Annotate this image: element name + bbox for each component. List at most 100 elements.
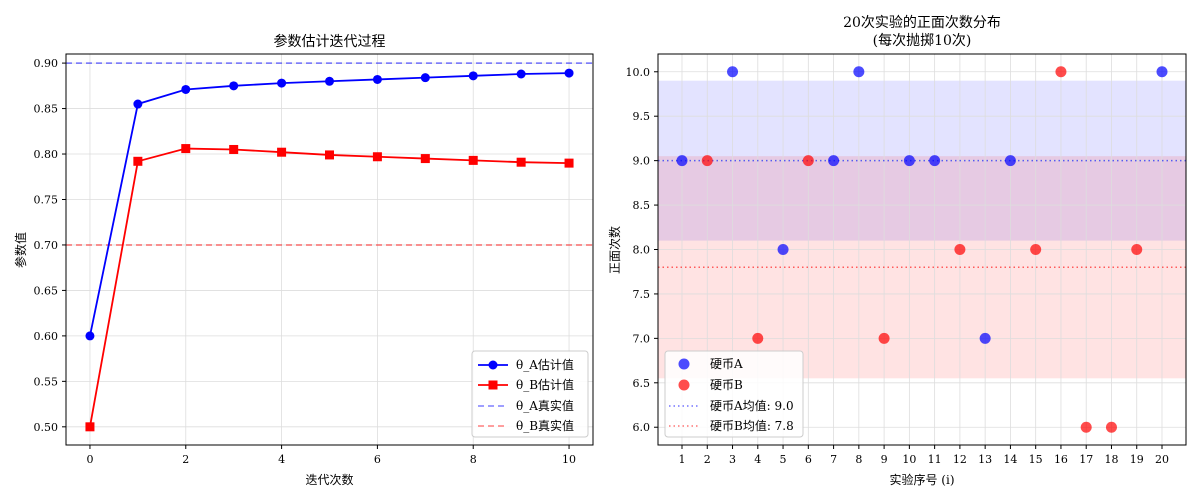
left-legend-frame: [471, 350, 589, 438]
coin-a-point: [929, 155, 941, 167]
left-y-tick-label: 0.90: [34, 57, 59, 70]
theta-b-est-point: [325, 150, 334, 160]
right-x-tick-label: 8: [855, 453, 862, 466]
right-y-axis-label: 正面次数: [607, 226, 622, 274]
legend-theta-b-est-label: θ_B估计值: [516, 377, 574, 392]
coin-b-point: [802, 155, 814, 167]
theta-b-est-point: [85, 422, 95, 432]
left-x-tick-label: 6: [374, 453, 381, 466]
right-x-tick-label: 5: [780, 453, 787, 466]
left-y-tick-label: 0.55: [34, 375, 59, 388]
left-y-tick-label: 0.60: [34, 330, 59, 343]
legend-coin-a-marker: [678, 358, 690, 370]
right-x-tick-label: 14: [1003, 453, 1017, 466]
left-x-tick-label: 0: [86, 453, 93, 466]
distribution-chart: 1 2 3 4 5 6 7 8 9 10 11 12 13 14 15 16 17 18 19 20 6.06.57.…: [607, 15, 1187, 487]
left-x-tick-label: 2: [182, 453, 189, 466]
legend-coin-a-label: 硬币A: [710, 357, 743, 371]
theta-a-est-point: [277, 78, 287, 88]
left-x-tick-label: 4: [278, 453, 285, 466]
theta-a-est-point: [468, 71, 478, 81]
theta-b-est-point: [564, 158, 574, 168]
right-x-tick-label: 6: [805, 453, 812, 466]
right-chart-subtitle: (每次抛掷10次): [873, 33, 972, 49]
coin-b-point: [752, 332, 764, 344]
theta-b-est-point: [420, 154, 430, 164]
right-x-tick-label: 10: [902, 453, 916, 466]
theta-a-est-point: [516, 69, 526, 79]
right-y-tick-label: 7.5: [633, 288, 651, 301]
coin-b-point: [1055, 66, 1067, 78]
right-y-ticks: 6.0 6.5 7.0 7.5 8.0 8.5 9.0 9.5 10.0: [626, 66, 658, 434]
right-x-axis-label: 实验序号 (i): [889, 472, 954, 487]
left-y-tick-label: 0.50: [34, 421, 59, 434]
right-x-tick-label: 7: [830, 453, 837, 466]
right-x-tick-label: 4: [754, 453, 761, 466]
coin-b-std-band: [658, 156, 1186, 379]
right-x-tick-label: 20: [1155, 453, 1169, 466]
left-y-tick-label: 0.85: [34, 103, 59, 116]
theta-a-est-point: [133, 99, 143, 109]
left-y-tick-label: 0.80: [34, 148, 59, 161]
legend-theta-a-true-label: θ_A真实值: [516, 398, 574, 413]
theta-b-est-point: [133, 156, 143, 166]
coin-a-point: [853, 66, 865, 78]
left-reference-lines: [66, 62, 593, 246]
legend-theta-b-est-marker: [488, 380, 498, 390]
legend-coin-b-mean-label: 硬币B均值: 7.8: [710, 418, 794, 433]
coin-a-point: [979, 332, 991, 344]
theta-b-est-point: [516, 157, 526, 167]
coin-b-point: [1030, 244, 1042, 255]
coin-b-point: [701, 155, 713, 167]
right-y-tick-label: 8.0: [633, 244, 651, 257]
theta-a-est-point: [181, 84, 191, 94]
left-x-tick-label: 8: [470, 453, 477, 466]
coin-a-point: [1156, 66, 1168, 78]
coin-a-point: [777, 244, 789, 255]
theta-a-est-point: [420, 73, 430, 83]
right-chart-title: 20次实验的正面次数分布: [843, 15, 1001, 31]
legend-coin-a-mean-label: 硬币A均值: 9.0: [710, 398, 794, 413]
right-x-tick-label: 3: [729, 453, 736, 466]
legend-theta-a-est-label: θ_A估计值: [516, 357, 574, 372]
theta-a-est-point: [85, 331, 95, 341]
left-chart-title: 参数估计迭代过程: [274, 33, 386, 50]
coin-a-point: [676, 155, 688, 167]
coin-b-point: [954, 244, 966, 255]
legend-coin-b-marker: [678, 379, 690, 391]
coin-b-point: [1105, 421, 1117, 433]
right-y-tick-label: 6.5: [633, 377, 651, 390]
legend-theta-a-est-marker: [488, 360, 498, 370]
left-x-tick-label: 10: [562, 453, 576, 466]
left-y-tick-label: 0.65: [34, 284, 59, 297]
legend-theta-b-true-label: θ_B真实值: [516, 418, 574, 433]
left-y-axis-label: 参数值: [13, 232, 28, 268]
right-x-tick-label: 19: [1130, 453, 1144, 466]
coin-a-point: [828, 155, 840, 167]
right-y-tick-label: 7.0: [633, 332, 651, 345]
right-legend: 硬币A 硬币B 硬币A均值: 9.0 硬币B均值: 7.8: [664, 350, 804, 438]
right-y-tick-label: 9.0: [633, 155, 651, 168]
theta-b-est-point: [468, 155, 478, 165]
right-y-tick-label: 8.5: [633, 199, 651, 212]
left-y-ticks: 0.50 0.55 0.60 0.65 0.70 0.75 0.80 0.85 0.90: [34, 57, 66, 434]
theta-a-est-point: [372, 74, 382, 84]
coin-a-point: [727, 66, 739, 78]
left-series: [85, 68, 574, 432]
right-x-tick-label: 17: [1079, 453, 1093, 466]
left-x-ticks: 0 2 4 6 8 10: [86, 445, 576, 466]
right-x-tick-label: 1: [679, 453, 686, 466]
right-x-tick-label: 16: [1054, 453, 1068, 466]
coin-b-point: [1080, 421, 1092, 433]
theta-b-est-point: [277, 147, 287, 157]
iteration-chart: 0 2 4 6 8 10 0.50 0.55 0.60 0.65 0.70 0.75 0.80 0.85…: [13, 33, 594, 487]
theta-b-est-point: [181, 144, 191, 154]
right-x-tick-label: 15: [1029, 453, 1043, 466]
right-x-tick-label: 9: [881, 453, 888, 466]
left-x-axis-label: 迭代次数: [305, 472, 353, 487]
legend-coin-b-label: 硬币B: [710, 378, 743, 392]
left-y-tick-label: 0.75: [34, 193, 59, 206]
right-y-tick-label: 10.0: [626, 66, 651, 79]
theta-a-est-point: [564, 68, 574, 78]
